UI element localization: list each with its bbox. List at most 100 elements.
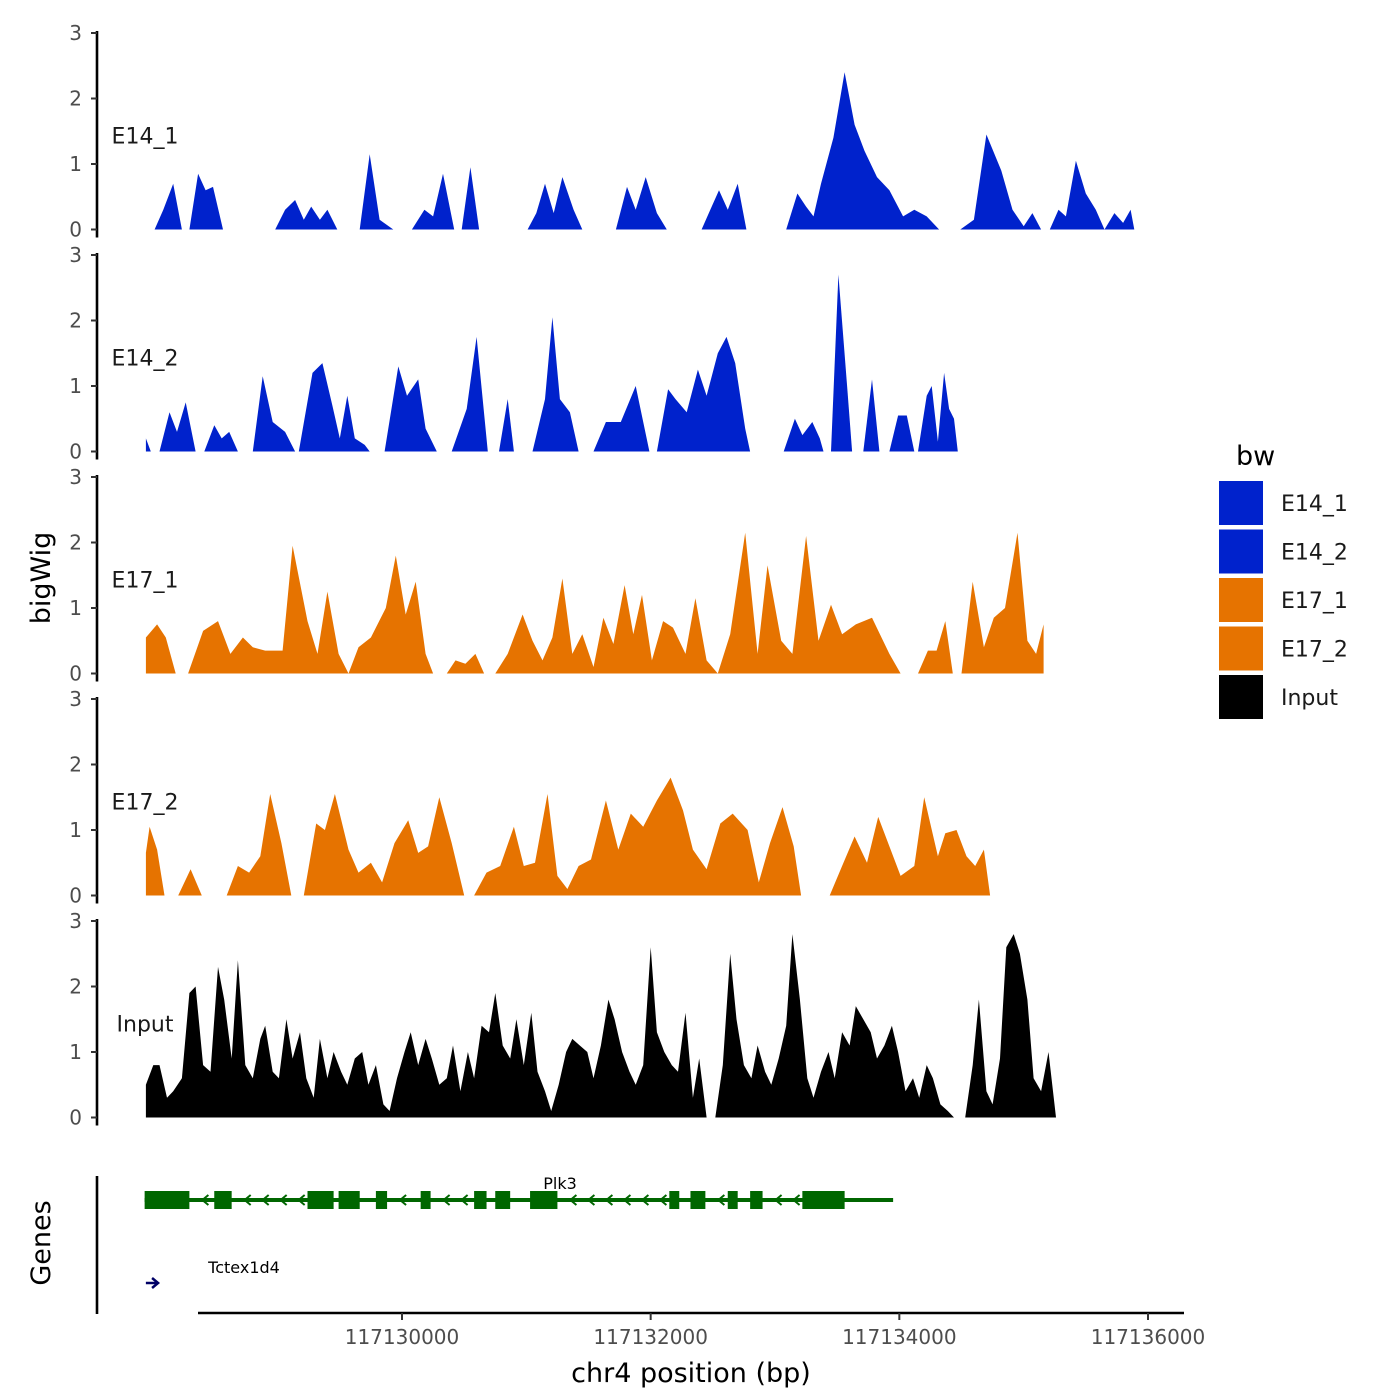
coverage-area [159,402,196,452]
gene-models: Plk3 Tctex1d4 [144,1174,894,1289]
strand-chevron [460,1194,469,1206]
exon [727,1191,738,1209]
strand-chevron [622,1194,632,1206]
legend-label: E14_2 [1281,541,1348,566]
x-axis-title: chr4 position (bp) [571,1358,811,1389]
coverage-area [188,545,434,674]
coverage-area [145,438,151,452]
exon [495,1191,511,1209]
y-tick-label: 3 [69,687,82,711]
y-tick-label: 1 [69,374,82,398]
coverage-area [656,336,751,452]
coverage-area [204,425,238,452]
coverage-area [178,869,202,896]
y-tick-label: 3 [69,243,82,267]
legend-label: E17_2 [1281,638,1348,663]
exon [144,1191,190,1209]
legend-label: E17_1 [1281,589,1348,614]
y-tick-label: 2 [69,87,82,111]
x-axis: 117130000 117132000 117134000 117136000 chr… [198,1311,1206,1389]
track-label: E17_1 [112,569,179,594]
coverage-area [359,154,394,230]
exon [375,1191,388,1209]
strand-chevron [261,1194,270,1206]
coverage-area [918,372,958,452]
x-tick-label: 117132000 [593,1325,708,1349]
y-tick-label: 2 [69,309,82,333]
coverage-area [298,363,370,452]
strand-chevron [398,1194,407,1206]
track-label: E14_1 [112,125,179,150]
y-tick-label: 3 [69,21,82,45]
x-tick-label: 117130000 [345,1325,460,1349]
track-e14-1: 0 1 2 3 E14_1 [69,21,1135,242]
coverage-area [829,797,991,896]
coverage-area [532,317,579,452]
gene-plk3: Plk3 [144,1174,894,1209]
coverage-area [918,621,953,674]
x-tick-label: 117134000 [842,1325,957,1349]
track-e17-2: 0 1 2 3 E17_2 [69,687,991,908]
track-label: Input [117,1013,174,1038]
coverage-area [145,947,707,1118]
genes-panel: Plk3 Tctex1d4 [95,1174,894,1314]
coverage-area [446,653,485,674]
legend-item: Input [1219,675,1338,719]
strand-chevron [568,1194,578,1206]
strand-chevron [279,1194,288,1206]
strand-chevron [297,1194,306,1206]
strand-chevron [442,1194,451,1206]
y-tick-label: 3 [69,465,82,489]
track-input: 0 1 2 3 Input [69,909,1056,1130]
exon [530,1191,558,1209]
legend-swatch [1219,626,1263,671]
strand-chevron [658,1194,668,1206]
coverage-area [474,777,802,896]
legend-items: E14_1 E14_2 E17_1 E17_2 Input [1219,481,1348,719]
exon [690,1191,706,1209]
coverage-area [593,386,650,452]
coverage-area [145,826,165,896]
coverage-area [154,183,182,230]
exon [214,1191,232,1209]
strand-chevron [243,1194,252,1206]
y-tick-label: 0 [69,1106,82,1130]
coverage-area [786,72,940,230]
strand-chevron [716,1194,726,1206]
coverage-area [960,134,1042,230]
y-tick-label: 1 [69,818,82,842]
coverage-area [701,183,747,230]
track-e17-1: 0 1 2 3 E17_1 [69,465,1044,686]
legend: bw E14_1 E14_2 E17_1 E17_2 Input [1219,441,1348,719]
legend-title: bw [1236,441,1275,472]
coverage-area [615,177,667,230]
coverage-area [495,532,901,674]
coverage-area [715,934,954,1118]
coverage-tracks: 0 1 2 3 E14_1 0 1 2 3 E14_2 0 1 2 3 E17_1 0 1 2 3 E17_2 0 1 2 3… [69,21,1135,1130]
gene-tctex1d4: Tctex1d4 [145,1258,280,1289]
legend-swatch [1219,529,1263,574]
coverage-area [499,399,514,452]
exon [802,1191,845,1209]
coverage-area [411,173,455,230]
strand-chevron [604,1194,614,1206]
y-axis-title: bigWig [26,532,57,625]
coverage-area [226,794,292,896]
legend-swatch [1219,481,1263,525]
y-tick-label: 1 [69,152,82,176]
y-tick-label: 2 [69,753,82,777]
y-tick-label: 1 [69,596,82,620]
x-tick-label: 117136000 [1091,1325,1206,1349]
strand-chevron [792,1194,801,1206]
strand-chevron [640,1194,650,1206]
y-tick-label: 0 [69,218,82,242]
exon [338,1191,360,1209]
exon [750,1191,763,1209]
coverage-area [889,415,915,452]
track-label: E14_2 [112,347,179,372]
y-tick-label: 2 [69,531,82,555]
legend-swatch [1219,578,1263,622]
legend-swatch [1219,675,1263,719]
legend-label: Input [1281,686,1338,711]
